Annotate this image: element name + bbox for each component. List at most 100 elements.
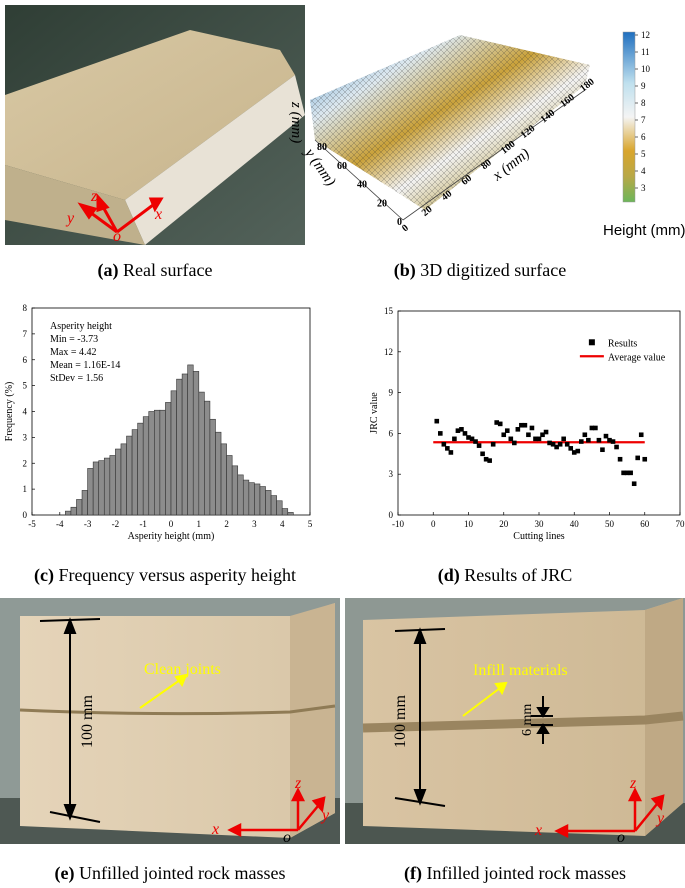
y-tick-label: 15 — [384, 306, 394, 316]
result-point — [508, 436, 514, 442]
caption-a: (a) Real surface — [5, 260, 305, 281]
result-point — [589, 425, 595, 431]
panel-e-photo: 100 mm Clean joints z x y o — [0, 598, 340, 846]
result-point — [490, 441, 496, 447]
x-tick-label: 0 — [431, 519, 436, 529]
y-tick-label: 20 — [377, 198, 387, 209]
histogram-bar — [237, 474, 244, 516]
colorbar-tick-label: 12 — [641, 30, 650, 40]
y-tick-label: 0 — [397, 217, 402, 228]
histogram-bar — [276, 500, 283, 516]
result-point — [596, 437, 602, 443]
result-point — [494, 420, 499, 425]
histogram-bar — [115, 448, 122, 516]
histogram-bar — [287, 512, 294, 516]
rock-surface-photo: y z x o — [5, 5, 305, 245]
histogram-bar — [76, 499, 83, 516]
result-point — [575, 448, 581, 454]
result-point — [469, 436, 475, 442]
panel-b-3d-surface: 0 20 40 60 80 100 120 140 160 180 0 20 40 60 80 z (mm… — [285, 20, 685, 250]
histogram-bar — [70, 506, 77, 516]
colorbar-tick-label: 10 — [641, 64, 651, 74]
caption-c-text: Frequency versus asperity height — [54, 565, 296, 585]
y-tick-label: 8 — [23, 303, 28, 313]
x-tick-label: 4 — [280, 519, 285, 529]
x-axis-label: Asperity height (mm) — [128, 531, 215, 542]
x-tick-label: 60 — [640, 519, 650, 529]
result-point — [483, 456, 489, 462]
histogram-bar — [137, 422, 144, 516]
result-point — [561, 436, 566, 442]
result-point — [448, 450, 454, 455]
colorbar-tick-label: 7 — [641, 115, 646, 125]
y-tick-label: 9 — [389, 388, 394, 398]
x-tick-label: 0 — [169, 519, 174, 529]
result-point — [635, 455, 640, 461]
y-tick-label: 80 — [317, 142, 327, 153]
colorbar-tick-label: 4 — [641, 166, 646, 176]
y-tick-label: 3 — [389, 469, 394, 479]
result-point — [582, 432, 588, 438]
histogram-bar — [181, 373, 188, 516]
colorbar-tick-label: 6 — [641, 132, 646, 142]
axis-y-label: y — [320, 807, 330, 824]
plot-frame — [397, 310, 681, 516]
axis-x-label: x — [534, 822, 542, 839]
histogram-bar — [226, 455, 233, 516]
result-point — [593, 425, 598, 431]
colorbar — [622, 31, 636, 203]
result-point — [536, 436, 542, 442]
x-tick-label: -10 — [392, 519, 404, 529]
y-axis-label: Frequency (%) — [4, 382, 15, 442]
thickness-label: 6 mm — [520, 704, 535, 736]
result-point — [554, 444, 559, 450]
result-point — [459, 427, 464, 432]
legend-label-results: Results — [608, 338, 638, 349]
result-point — [642, 456, 648, 462]
result-point — [452, 436, 457, 442]
y-tick-label: 7 — [23, 329, 28, 339]
dimension-label: 100 mm — [79, 695, 96, 748]
y-tick-label: 0 — [23, 510, 28, 520]
result-point — [610, 439, 616, 444]
result-point — [564, 441, 570, 447]
axis-o-label: o — [283, 829, 291, 844]
histogram-bar — [87, 468, 94, 516]
caption-e-letter: (e) — [54, 863, 75, 883]
histogram-bar — [109, 455, 116, 516]
result-point — [512, 440, 517, 446]
result-point — [631, 481, 637, 487]
panel-c-histogram: -5 -4 -3 -2 -1 0 1 2 3 4 5 0 1 2 3 4 5 6 7 8 Asperity height… — [0, 298, 330, 560]
axis-y-label: y — [655, 810, 665, 827]
histogram-bar — [209, 418, 216, 516]
caption-b: (b) 3D digitized surface — [330, 260, 630, 281]
y-tick-label: 4 — [23, 407, 28, 417]
caption-d: (d) Results of JRC — [385, 565, 625, 586]
dimension-label: 100 mm — [392, 695, 409, 748]
result-point — [621, 470, 626, 476]
y-tick-label: 40 — [357, 180, 367, 191]
x-tick-label: 40 — [570, 519, 580, 529]
result-point — [526, 432, 531, 438]
histogram-bar — [126, 435, 133, 516]
result-point — [473, 439, 478, 444]
colorbar-tick-label: 11 — [641, 47, 650, 57]
x-tick-label: 1 — [197, 519, 202, 529]
colorbar-tick-label: 5 — [641, 149, 646, 159]
result-point — [476, 443, 482, 448]
stats-annotation: Min = -3.73 — [50, 334, 98, 345]
histogram-bar — [159, 409, 166, 516]
histogram-bar — [131, 429, 138, 516]
colorbar-tick-label: 8 — [641, 98, 646, 108]
stats-annotation: Asperity height — [50, 321, 112, 332]
x-tick-label: 3 — [252, 519, 257, 529]
result-point — [617, 456, 623, 462]
histogram-bar — [81, 490, 88, 516]
x-tick-label: 0 — [400, 223, 411, 235]
x-tick-label: 2 — [224, 519, 229, 529]
histogram-bar — [142, 416, 150, 516]
x-tick-label: -4 — [56, 519, 64, 529]
histogram-bar — [98, 460, 105, 516]
